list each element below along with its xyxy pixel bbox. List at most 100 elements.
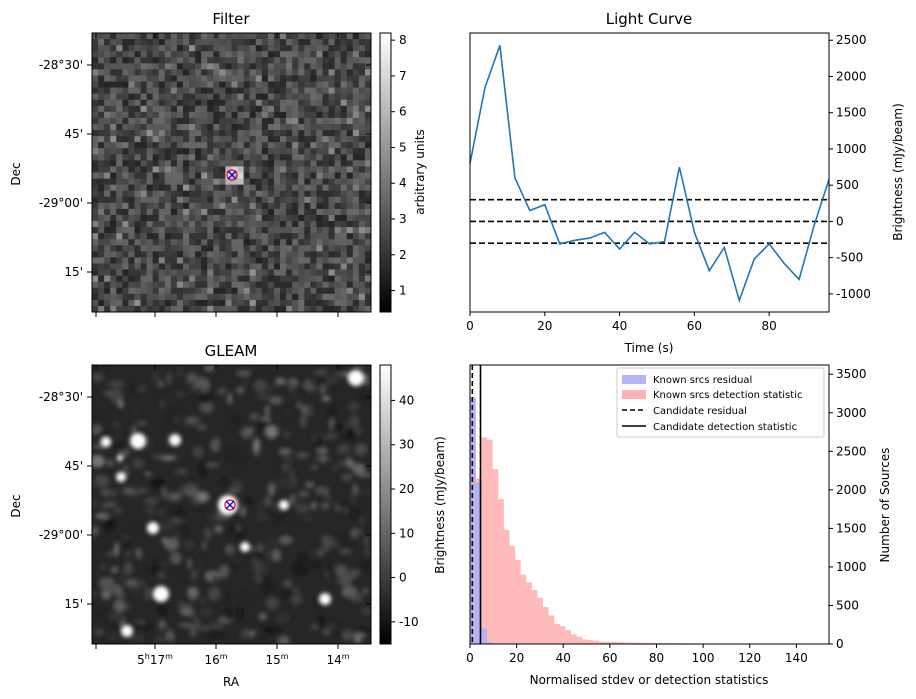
filter-pixel (195, 172, 202, 180)
filter-pixel (358, 263, 366, 271)
filter-pixel (128, 305, 136, 312)
gleam-noise-blob (275, 377, 287, 385)
filter-pixel (249, 142, 257, 149)
filter-pixel (98, 305, 105, 312)
dec-tick-label: 15' (64, 597, 83, 611)
filter-pixel (328, 45, 336, 52)
filter-pixel (261, 39, 269, 46)
filter-pixel (182, 117, 190, 125)
gleam-noise-blob (151, 371, 160, 382)
gleam-noise-blob (249, 365, 255, 372)
filter-pixel (298, 166, 305, 174)
filter-pixel (225, 214, 233, 222)
filter-pixel (98, 214, 105, 222)
filter-pixel (358, 69, 366, 77)
filter-pixel (176, 39, 184, 46)
gleam-noise-blob (94, 411, 106, 422)
gleam-noise-blob (92, 525, 99, 536)
histogram-bar-detection (637, 642, 644, 644)
filter-pixel (322, 208, 330, 216)
gleam-noise-blob (187, 558, 192, 569)
filter-pixel (213, 123, 220, 131)
filter-pixel (122, 202, 129, 210)
filter-pixel (116, 81, 123, 89)
filter-pixel (110, 184, 117, 192)
gleam-noise-blob (159, 400, 165, 409)
filter-pixel (189, 196, 196, 204)
filter-pixel (261, 111, 269, 119)
filter-pixel (128, 293, 136, 301)
filter-pixel (195, 287, 202, 295)
filter-pixel (358, 245, 366, 252)
filter-pixel (92, 245, 99, 252)
filter-pixel (195, 93, 202, 101)
filter-pixel (243, 160, 251, 168)
filter-pixel (116, 130, 123, 137)
histogram-xtick-label: 0 (466, 651, 474, 665)
filter-pixel (170, 39, 178, 46)
filter-pixel (176, 51, 184, 58)
gleam-noise-blob (322, 540, 335, 547)
filter-pixel (346, 208, 354, 216)
filter-pixel (176, 287, 184, 295)
filter-pixel (255, 202, 263, 210)
filter-candidate-circle (226, 169, 238, 181)
filter-pixel (328, 245, 336, 252)
filter-pixel (286, 81, 293, 89)
filter-pixel (364, 281, 371, 289)
filter-pixel (170, 251, 178, 259)
filter-pixel (292, 154, 299, 161)
filter-pixel (255, 75, 263, 83)
filter-pixel (104, 245, 111, 252)
filter-pixel (286, 39, 293, 46)
filter-pixel (243, 51, 251, 58)
gleam-noise-blob (191, 386, 203, 397)
filter-pixel (243, 87, 251, 95)
filter-pixel (273, 105, 281, 113)
filter-pixel (201, 105, 208, 113)
filter-pixel (146, 239, 154, 246)
filter-pixel (201, 111, 208, 119)
filter-pixel (189, 57, 196, 64)
filter-pixel (176, 293, 184, 301)
filter-pixel (110, 87, 117, 95)
filter-pixel (152, 81, 160, 89)
filter-pixel (255, 281, 263, 289)
filter-pixel (267, 142, 275, 149)
filter-pixel (116, 51, 123, 58)
filter-pixel (195, 63, 202, 70)
gleam-noise-blob (253, 560, 264, 575)
filter-pixel (249, 136, 257, 143)
filter-pixel (182, 154, 190, 161)
filter-pixel (98, 63, 105, 70)
filter-pixel (334, 75, 342, 83)
filter-pixel (98, 257, 105, 265)
filter-pixel (273, 45, 281, 52)
filter-pixel (152, 184, 160, 192)
filter-pixel (280, 221, 287, 228)
filter-pixel (104, 239, 111, 246)
filter-pixel (316, 136, 324, 143)
filter-pixel (358, 299, 366, 307)
filter-pixel (189, 257, 196, 265)
filter-pixel (98, 172, 105, 180)
filter-pixel (346, 257, 354, 265)
filter-pixel (322, 287, 330, 295)
filter-pixel (128, 39, 136, 46)
filter-pixel (195, 87, 202, 95)
filter-pixel (152, 257, 160, 265)
filter-pixel (273, 81, 281, 89)
filter-pixel (267, 172, 275, 180)
filter-pixel (182, 33, 190, 40)
filter-pixel (201, 263, 208, 271)
filter-pixel (292, 123, 299, 131)
filter-pixel (358, 57, 366, 64)
filter-pixel (280, 245, 287, 252)
filter-pixel (298, 172, 305, 180)
filter-pixel (110, 69, 117, 77)
filter-pixel (280, 33, 287, 40)
filter-pixel (201, 63, 208, 70)
filter-pixel (280, 263, 287, 271)
filter-pixel (286, 99, 293, 107)
filter-pixel (207, 269, 214, 277)
